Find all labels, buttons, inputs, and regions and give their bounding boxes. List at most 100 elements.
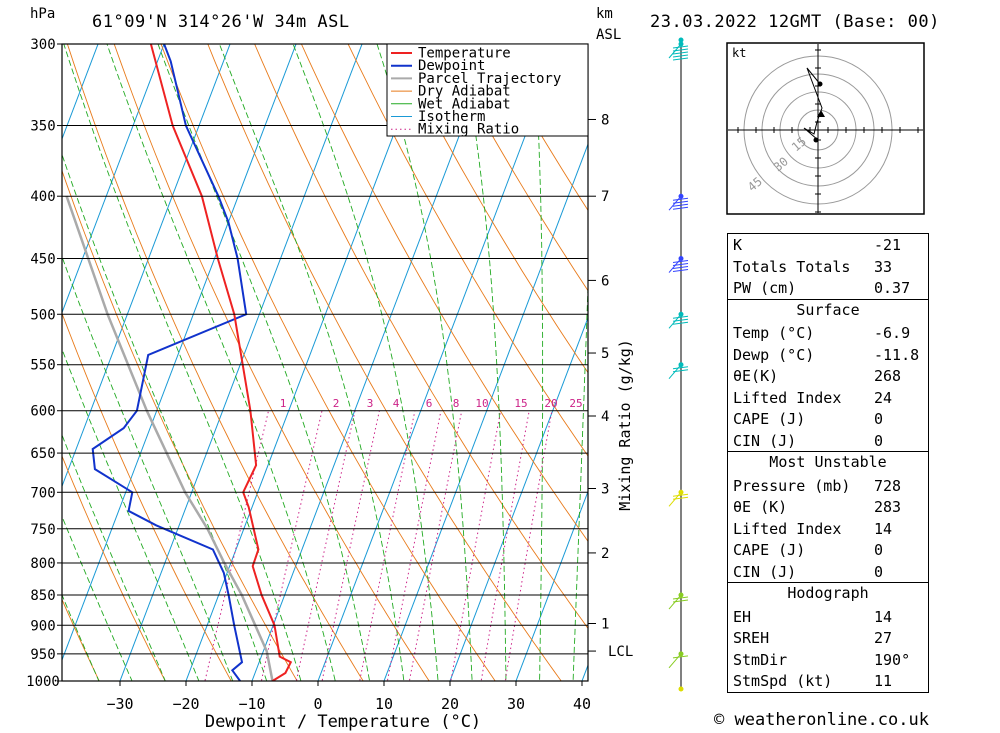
wet-adiabat-line: [62, 515, 133, 681]
wind-barb: [672, 197, 689, 201]
temperature-tick-label: 10: [375, 695, 393, 713]
index-label: Totals Totals: [733, 257, 851, 276]
wet-adiabat-line: [62, 255, 234, 681]
isotherm-line: [62, 44, 297, 662]
mu-value: 283: [874, 498, 902, 516]
wind-barb: [672, 493, 689, 497]
pressure-tick-label: 550: [30, 358, 55, 374]
dry-adiabat-line: [300, 44, 588, 543]
pressure-tick-label: 800: [30, 556, 55, 572]
wind-barb: [672, 655, 689, 659]
surface-row: CAPE (J) 0: [728, 408, 928, 430]
hodo-value: 27: [874, 629, 893, 647]
mixing-ratio-label: 8: [453, 397, 460, 410]
legend-label: Mixing Ratio: [418, 122, 519, 138]
surface-row: Lifted Index 24: [728, 387, 928, 409]
dry-adiabat-line: [487, 44, 588, 212]
surface-row: Temp (°C) -6.9: [728, 322, 928, 344]
dry-adiabat-line: [394, 44, 588, 374]
wet-adiabat-line: [106, 44, 336, 681]
temperature-tick-label: −30: [106, 695, 133, 713]
most-unstable-title: Most Unstable: [769, 453, 887, 471]
isotherm-line: [119, 44, 363, 681]
wind-barb: [672, 51, 689, 55]
mu-value: 14: [874, 519, 893, 538]
pressure-tick-label: 750: [30, 522, 55, 538]
dry-adiabat-line: [160, 44, 496, 681]
surface-label: Dewp (°C): [733, 345, 815, 364]
copyright-link[interactable]: © weatheronline.co.uk: [714, 710, 929, 730]
isotherm-line: [62, 44, 99, 141]
dry-adiabat-line: [254, 44, 588, 630]
pressure-tick-label: 850: [30, 588, 55, 604]
surface-title: Surface: [796, 300, 860, 319]
index-label: K: [733, 236, 743, 254]
mu-row: θE (K) 283: [728, 496, 928, 518]
isotherm-line: [62, 44, 165, 314]
pressure-tick-label: 900: [30, 618, 55, 634]
mu-label: CIN (J): [733, 562, 797, 581]
wind-barb: [672, 54, 689, 58]
height-tick-label: 3: [601, 481, 609, 497]
location-title: 61°09'N 314°26'W 34m ASL: [92, 12, 350, 32]
isotherm-line: [383, 142, 588, 681]
dry-adiabat-line: [62, 169, 298, 681]
hodograph-point: [813, 137, 819, 143]
hodo-row: StmDir 190°: [728, 649, 928, 671]
temperature-tick-label: −10: [238, 695, 265, 713]
mixing-ratio-line: [260, 410, 323, 681]
surface-value: 24: [874, 388, 893, 407]
index-value: 0.37: [874, 279, 911, 297]
isotherm-line: [449, 316, 588, 681]
mixing-ratio-label: 10: [475, 397, 488, 410]
height-tick-label: 2: [601, 546, 609, 562]
surface-value: 268: [874, 367, 902, 385]
wind-barb: [672, 599, 689, 603]
mixing-ratio-label: 15: [514, 397, 527, 410]
wind-barb: [672, 318, 689, 322]
x-axis-label: Dewpoint / Temperature (°C): [205, 712, 481, 732]
wind-barb: [672, 200, 689, 204]
wind-barb: [672, 366, 689, 370]
isotherm-line: [515, 490, 588, 681]
pressure-tick-label: 700: [30, 485, 55, 501]
dry-adiabat-line: [62, 312, 232, 681]
mixing-ratio-line: [480, 410, 530, 681]
wind-barb: [672, 57, 689, 61]
pressure-tick-label: 350: [30, 119, 55, 135]
hodo-row: EH 14: [728, 606, 928, 628]
hodograph-unit: kt: [732, 46, 746, 60]
isotherm-line: [62, 44, 231, 488]
mu-row: CIN (J) 0: [728, 561, 928, 583]
wet-adiabat-line: [62, 348, 200, 681]
surface-label: CAPE (J): [733, 410, 806, 428]
wet-adiabat-line: [62, 153, 268, 681]
hodograph-point: [817, 81, 823, 87]
hodo-label: StmDir: [733, 650, 788, 669]
mu-value: 0: [874, 562, 884, 581]
mixing-ratio-label: 2: [333, 397, 340, 410]
hodo-label: StmSpd (kt): [733, 672, 833, 690]
wind-barb: [672, 48, 689, 52]
mu-value: 0: [874, 541, 884, 559]
pressure-tick-label: 450: [30, 252, 55, 268]
hodo-label: EH: [733, 607, 752, 626]
hodograph-title: Hodograph: [787, 584, 869, 602]
wind-barb: [672, 369, 689, 373]
wind-barb: [672, 260, 689, 264]
mu-row: CAPE (J) 0: [728, 539, 928, 561]
wet-adiabat-line: [157, 44, 371, 681]
wet-adiabat-line: [218, 44, 405, 681]
mixing-ratio-label: 25: [569, 397, 582, 410]
surface-row: Dewp (°C) -11.8: [728, 344, 928, 366]
surface-label: Lifted Index: [733, 388, 842, 407]
surface-row: CIN (J) 0: [728, 430, 928, 452]
wind-barb: [672, 321, 689, 325]
mixing-ratio-label: 20: [544, 397, 557, 410]
surface-label: CIN (J): [733, 431, 797, 450]
wet-adiabat-line: [62, 433, 166, 681]
dry-adiabat-line: [62, 455, 166, 681]
hodo-value: 190°: [874, 650, 911, 669]
